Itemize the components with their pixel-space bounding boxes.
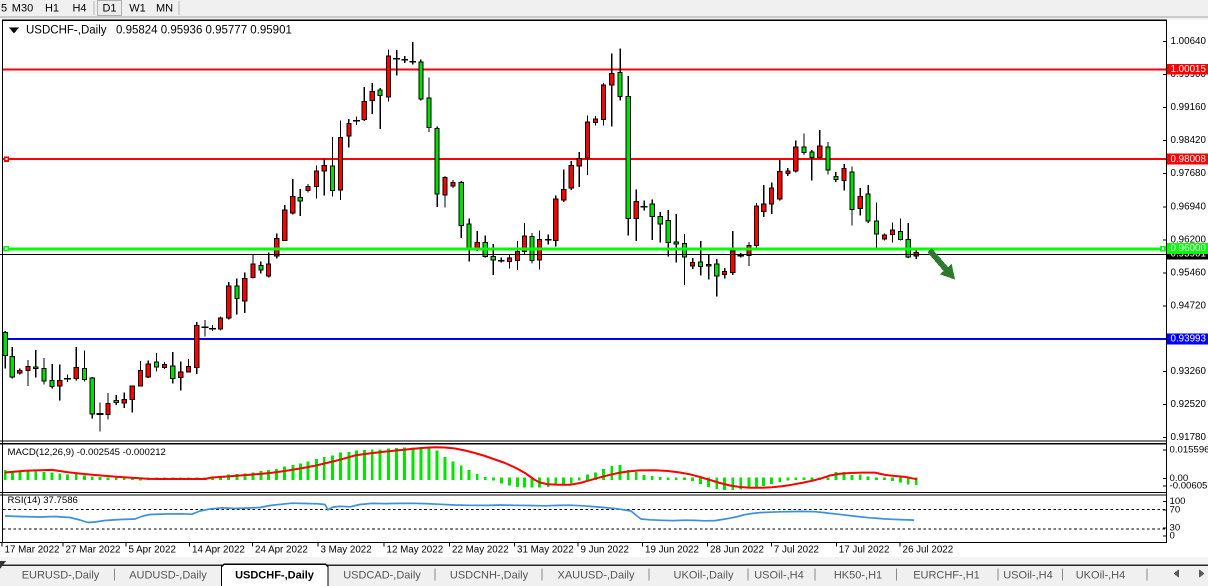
svg-text:0.96940: 0.96940 [1171, 201, 1207, 212]
svg-text:100: 100 [1170, 496, 1186, 507]
svg-text:0.93260: 0.93260 [1171, 366, 1207, 377]
svg-text:USDCNH-,Daily: USDCNH-,Daily [450, 569, 529, 581]
svg-text:0.95460: 0.95460 [1171, 268, 1207, 279]
svg-text:0.99160: 0.99160 [1171, 102, 1207, 113]
svg-text:0.95901: 0.95901 [1171, 249, 1206, 260]
svg-text:USOil-,H4: USOil-,H4 [1003, 569, 1053, 581]
svg-text:W1: W1 [129, 3, 146, 15]
svg-text:MN: MN [156, 3, 173, 15]
svg-text:UKOil-,H4: UKOil-,H4 [1076, 569, 1126, 581]
svg-text:70: 70 [1170, 505, 1181, 516]
svg-text:0.91780: 0.91780 [1171, 432, 1207, 443]
svg-text:AUDUSD-,Daily: AUDUSD-,Daily [129, 569, 207, 581]
svg-text:14 Apr 2022: 14 Apr 2022 [192, 544, 245, 555]
svg-text:0.96000: 0.96000 [1171, 243, 1207, 254]
svg-text:0.97680: 0.97680 [1171, 168, 1207, 179]
svg-text:EURUSD-,Daily: EURUSD-,Daily [22, 569, 100, 581]
svg-text:30: 30 [1170, 523, 1181, 534]
svg-text:5: 5 [1, 3, 7, 15]
svg-text:USDCHF-,Daily: USDCHF-,Daily [26, 25, 107, 37]
svg-text:17 Jul 2022: 17 Jul 2022 [839, 544, 890, 555]
svg-text:EURCHF-,H1: EURCHF-,H1 [913, 569, 980, 581]
svg-text:1.00015: 1.00015 [1171, 64, 1207, 75]
svg-text:31 May 2022: 31 May 2022 [517, 544, 574, 555]
svg-text:0.98420: 0.98420 [1171, 135, 1207, 146]
svg-text:H4: H4 [72, 3, 86, 15]
svg-text:0.96200: 0.96200 [1171, 234, 1207, 245]
svg-text:0.015596: 0.015596 [1170, 445, 1208, 456]
svg-text:3 May 2022: 3 May 2022 [321, 544, 372, 555]
svg-text:0.95824 0.95936 0.95777 0.9590: 0.95824 0.95936 0.95777 0.95901 [116, 25, 292, 37]
svg-text:USOil-,H4: USOil-,H4 [754, 569, 804, 581]
svg-text:MACD(12,26,9) -0.002545 -0.000: MACD(12,26,9) -0.002545 -0.000212 [8, 447, 166, 458]
svg-text:UKOil-,Daily: UKOil-,Daily [674, 569, 734, 581]
svg-text:H1: H1 [45, 3, 59, 15]
svg-text:0: 0 [1170, 531, 1175, 542]
svg-text:HK50-,H1: HK50-,H1 [834, 569, 882, 581]
svg-text:0.92520: 0.92520 [1171, 399, 1207, 410]
svg-text:19 Jun 2022: 19 Jun 2022 [645, 544, 699, 555]
svg-text:M30: M30 [12, 3, 33, 15]
svg-text:RSI(14) 37.7586: RSI(14) 37.7586 [8, 495, 78, 506]
svg-text:0.94720: 0.94720 [1171, 301, 1207, 312]
svg-text:XAUUSD-,Daily: XAUUSD-,Daily [557, 569, 635, 581]
svg-text:0.98008: 0.98008 [1171, 154, 1207, 165]
svg-text:USDCAD-,Daily: USDCAD-,Daily [343, 569, 421, 581]
svg-text:17 Mar 2022: 17 Mar 2022 [5, 544, 60, 555]
svg-text:1.00640: 1.00640 [1171, 36, 1207, 47]
svg-text:27 Mar 2022: 27 Mar 2022 [66, 544, 121, 555]
svg-text:-0.006055: -0.006055 [1170, 480, 1208, 491]
svg-text:0.00: 0.00 [1170, 473, 1189, 484]
svg-text:D1: D1 [102, 3, 116, 15]
svg-text:9 Jun 2022: 9 Jun 2022 [581, 544, 629, 555]
svg-text:5 Apr 2022: 5 Apr 2022 [129, 544, 176, 555]
svg-text:0.93993: 0.93993 [1171, 334, 1207, 345]
svg-text:22 May 2022: 22 May 2022 [452, 544, 509, 555]
svg-text:12 May 2022: 12 May 2022 [387, 544, 444, 555]
svg-text:26 Jul 2022: 26 Jul 2022 [903, 544, 954, 555]
svg-text:7 Jul 2022: 7 Jul 2022 [774, 544, 819, 555]
svg-text:USDCHF-,Daily: USDCHF-,Daily [235, 569, 315, 581]
svg-text:24 Apr 2022: 24 Apr 2022 [255, 544, 308, 555]
svg-text:28 Jun 2022: 28 Jun 2022 [710, 544, 764, 555]
